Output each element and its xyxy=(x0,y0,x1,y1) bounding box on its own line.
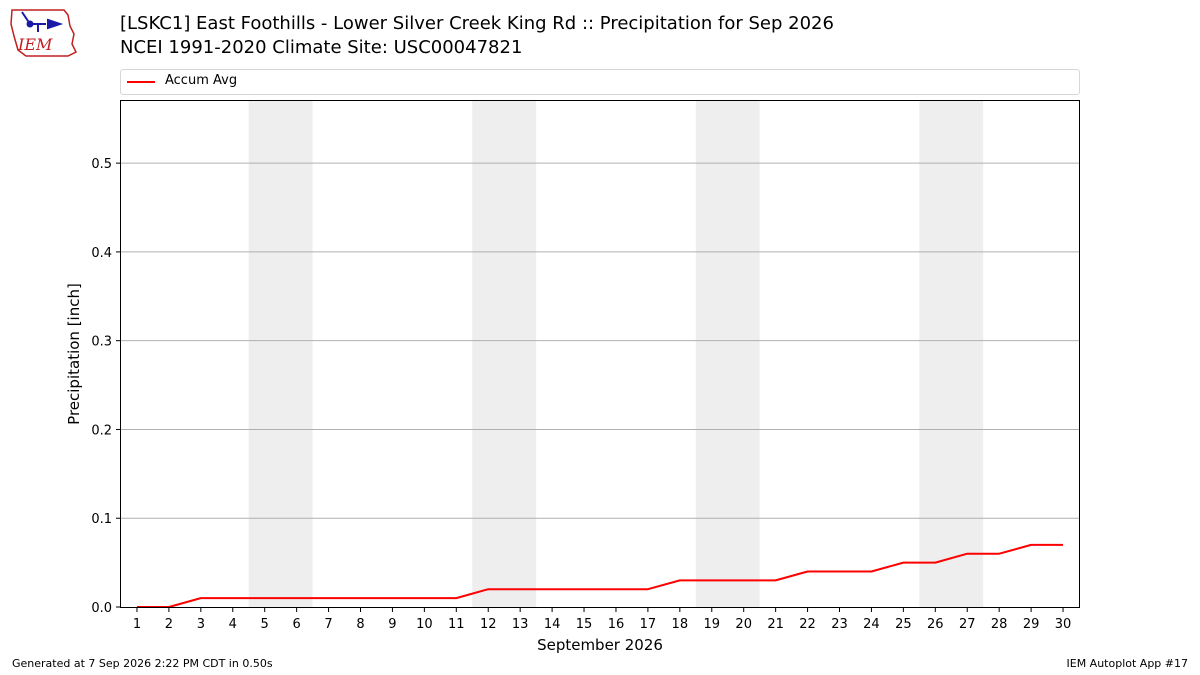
y-tick-label: 0.2 xyxy=(91,423,112,438)
grid-lines xyxy=(121,162,1079,519)
chart-title: [LSKC1] East Foothills - Lower Silver Cr… xyxy=(120,13,834,34)
x-tick-label: 7 xyxy=(324,617,332,632)
weekend-band xyxy=(248,101,313,607)
x-tick-label: 2 xyxy=(165,617,173,632)
iem-logo: IEM xyxy=(10,9,78,57)
series-line-accum-avg xyxy=(137,543,1063,608)
x-tick-label: 26 xyxy=(927,617,944,632)
x-tick-label: 4 xyxy=(229,617,237,632)
x-tick-label: 11 xyxy=(448,617,465,632)
x-tick-label: 25 xyxy=(895,617,912,632)
x-tick-label: 28 xyxy=(991,617,1008,632)
legend-swatch xyxy=(127,81,155,83)
x-tick-label: 27 xyxy=(959,617,976,632)
x-tick-label: 19 xyxy=(703,617,720,632)
x-tick-label: 29 xyxy=(1023,617,1040,632)
y-tick-label: 0.5 xyxy=(91,157,112,172)
x-tick-label: 5 xyxy=(261,617,269,632)
x-tick-label: 1 xyxy=(133,617,141,632)
app-credit: IEM Autoplot App #17 xyxy=(1066,657,1189,670)
weekend-band xyxy=(919,101,984,607)
generated-timestamp: Generated at 7 Sep 2026 2:22 PM CDT in 0… xyxy=(12,657,273,670)
x-tick-label: 17 xyxy=(640,617,657,632)
x-tick-label: 21 xyxy=(767,617,784,632)
chart-legend: Accum Avg xyxy=(120,69,1080,95)
x-tick-label: 22 xyxy=(799,617,816,632)
x-tick-label: 12 xyxy=(480,617,497,632)
legend-label: Accum Avg xyxy=(165,73,238,88)
logo-text: IEM xyxy=(17,35,53,54)
weekend-band xyxy=(472,101,537,607)
series-layer xyxy=(137,543,1063,608)
y-tick-label: 0.1 xyxy=(91,512,112,527)
x-tick-label: 23 xyxy=(831,617,848,632)
x-tick-label: 24 xyxy=(863,617,880,632)
x-tick-label: 20 xyxy=(735,617,752,632)
x-tick-label: 3 xyxy=(197,617,205,632)
y-tick-label: 0.4 xyxy=(91,246,112,261)
x-tick-label: 10 xyxy=(416,617,433,632)
x-tick-label: 30 xyxy=(1055,617,1072,632)
chart-subtitle: NCEI 1991-2020 Climate Site: USC00047821 xyxy=(120,37,523,58)
x-tick-label: 6 xyxy=(292,617,300,632)
x-tick-label: 15 xyxy=(576,617,593,632)
y-axis-label: Precipitation [inch] xyxy=(65,283,83,425)
y-axis-ticks: 0.0 0.1 0.2 0.3 0.4 0.5 xyxy=(91,157,121,616)
weekend-band xyxy=(695,101,760,607)
x-tick-label: 18 xyxy=(672,617,689,632)
x-axis-ticks: 1 2 3 4 5 6 7 8 9 10 11 12 13 14 15 16 17 18 19 20 21 22 23 24 2… xyxy=(133,607,1071,632)
x-tick-label: 9 xyxy=(388,617,396,632)
x-axis-label: September 2026 xyxy=(537,636,663,654)
plot-frame xyxy=(120,100,1080,608)
x-tick-label: 16 xyxy=(608,617,625,632)
y-tick-label: 0.0 xyxy=(91,601,112,616)
x-tick-label: 8 xyxy=(356,617,364,632)
x-tick-label: 14 xyxy=(544,617,561,632)
weekend-shading xyxy=(248,101,984,607)
x-tick-label: 13 xyxy=(512,617,529,632)
y-tick-label: 0.3 xyxy=(91,335,112,350)
